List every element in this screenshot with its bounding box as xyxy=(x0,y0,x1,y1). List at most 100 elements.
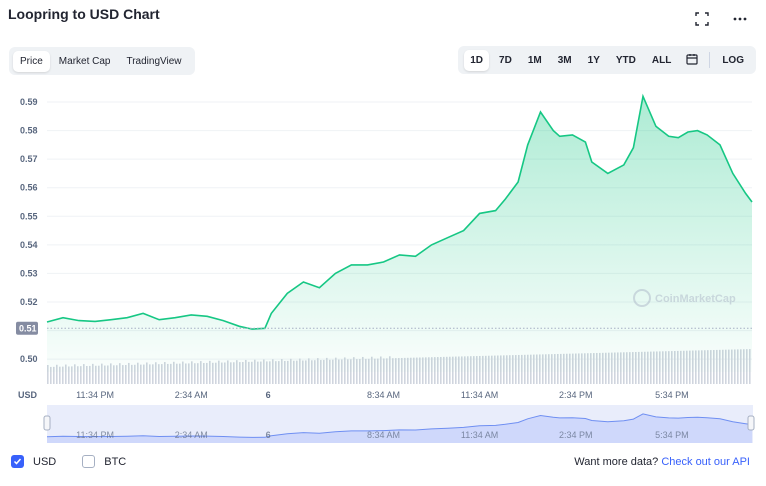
watermark: CoinMarketCap xyxy=(633,289,736,307)
navigator-tick-label: 6 xyxy=(266,430,271,440)
volume-bar xyxy=(221,362,223,384)
range-3m[interactable]: 3M xyxy=(557,54,572,66)
check-icon xyxy=(13,458,22,465)
current-price-label: 0.51 xyxy=(19,323,37,333)
fullscreen-icon[interactable] xyxy=(694,11,710,27)
range-1m[interactable]: 1M xyxy=(527,54,542,66)
range-1y[interactable]: 1Y xyxy=(587,54,600,66)
volume-bar xyxy=(167,363,169,384)
volume-bar xyxy=(149,364,151,384)
volume-bar xyxy=(122,365,124,384)
volume-bar xyxy=(53,366,55,384)
volume-bar xyxy=(62,366,64,384)
usd-legend-label: USD xyxy=(33,455,57,468)
range-divider xyxy=(709,52,711,68)
y-tick-label: 0.53 xyxy=(20,268,38,278)
btc-checkbox[interactable] xyxy=(82,455,96,468)
volume-bar xyxy=(116,365,118,384)
volume-bar xyxy=(107,365,109,384)
calendar-icon[interactable] xyxy=(681,49,703,72)
log-toggle[interactable]: LOG xyxy=(722,54,744,66)
volume-bar xyxy=(83,364,85,384)
legend: USD BTC xyxy=(11,455,152,468)
volume-bar xyxy=(311,360,313,384)
volume-bar xyxy=(128,362,130,384)
volume-bar xyxy=(287,360,289,384)
x-axis-labels: 11:34 PM 2:34 AM 6 8:34 AM 11:34 AM 2:34 PM 5:… xyxy=(76,390,689,400)
volume-bar xyxy=(101,363,103,384)
volume-bar xyxy=(320,360,322,384)
volume-bar xyxy=(92,363,94,384)
volume-bar xyxy=(209,360,211,384)
y-tick-label: 0.54 xyxy=(20,240,38,250)
y-tick-label: 0.58 xyxy=(20,126,38,136)
x-tick-label: 6 xyxy=(266,390,271,400)
navigator-handle-right[interactable] xyxy=(747,415,755,431)
api-link[interactable]: Check out our API xyxy=(661,456,750,468)
navigator-handle-left[interactable] xyxy=(43,415,51,431)
volume-bar xyxy=(233,362,235,384)
price-chart: 0.59 0.58 0.57 0.56 0.55 0.54 0.53 0.52 0.51 0.50… xyxy=(16,93,755,443)
navigator-line xyxy=(46,413,753,438)
volume-bar xyxy=(257,361,259,384)
price-line xyxy=(46,93,753,330)
volume-bar xyxy=(65,364,67,384)
volume-bar xyxy=(284,360,286,384)
more-icon[interactable] xyxy=(732,11,748,27)
volume-bar xyxy=(59,366,61,384)
volume-bar xyxy=(173,361,175,384)
x-tick-label: 11:34 AM xyxy=(461,390,498,400)
volume-bar xyxy=(179,363,181,384)
volume-bar xyxy=(269,361,271,384)
tab-tradingview[interactable]: TradingView xyxy=(126,55,182,67)
volume-bar xyxy=(110,363,112,384)
tab-price[interactable]: Price xyxy=(13,50,50,72)
volume-bar xyxy=(215,362,217,384)
volume-bar xyxy=(224,362,226,384)
volume-bar xyxy=(188,363,190,384)
volume-bar xyxy=(71,366,73,384)
volume-bar xyxy=(170,363,172,384)
range-1d[interactable]: 1D xyxy=(464,49,490,71)
volume-bar xyxy=(77,366,79,384)
volume-bar xyxy=(293,360,295,384)
volume-bar xyxy=(251,361,253,384)
price-area xyxy=(47,96,752,373)
y-tick-label: 0.55 xyxy=(20,211,38,221)
usd-checkbox[interactable] xyxy=(11,455,24,468)
range-ytd[interactable]: YTD xyxy=(615,54,636,66)
volume-bar xyxy=(242,362,244,384)
x-tick-label: 5:34 PM xyxy=(655,390,689,400)
navigator-tick-label: 5:34 PM xyxy=(655,430,689,440)
volume-bar xyxy=(206,362,208,384)
volume-bar xyxy=(236,360,238,384)
navigator-labels: 11:34 PM 2:34 AM 6 8:34 AM 11:34 AM 2:34 PM 5:… xyxy=(76,430,689,440)
navigator-tick-label: 11:34 PM xyxy=(76,430,114,440)
volume-bar xyxy=(227,360,229,384)
volume-bar xyxy=(305,360,307,384)
btc-legend-label: BTC xyxy=(104,455,127,468)
navigator-tick-label: 11:34 AM xyxy=(461,430,498,440)
volume-bar xyxy=(203,363,205,384)
volume-bar xyxy=(113,365,115,384)
volume-bar xyxy=(266,361,268,384)
x-tick-label: 2:34 PM xyxy=(559,390,593,400)
volume-bar xyxy=(74,364,76,384)
range-all[interactable]: ALL xyxy=(651,54,672,66)
volume-bar xyxy=(119,363,121,384)
range-7d[interactable]: 7D xyxy=(499,54,512,66)
y-tick-label: 0.57 xyxy=(20,154,38,164)
volume-bar xyxy=(302,360,304,384)
x-tick-label: 11:34 PM xyxy=(76,390,114,400)
volume-bar xyxy=(104,365,106,384)
volume-bar xyxy=(50,366,52,384)
volume-bar xyxy=(158,364,160,384)
volume-bar xyxy=(68,366,70,384)
volume-bar xyxy=(164,362,166,384)
volume-bar xyxy=(146,362,148,384)
volume-bar xyxy=(125,365,127,384)
navigator-tick-label: 2:34 AM xyxy=(175,430,208,440)
volume-bar xyxy=(98,365,100,384)
volume-bar xyxy=(95,365,97,384)
tab-market-cap[interactable]: Market Cap xyxy=(58,55,111,67)
